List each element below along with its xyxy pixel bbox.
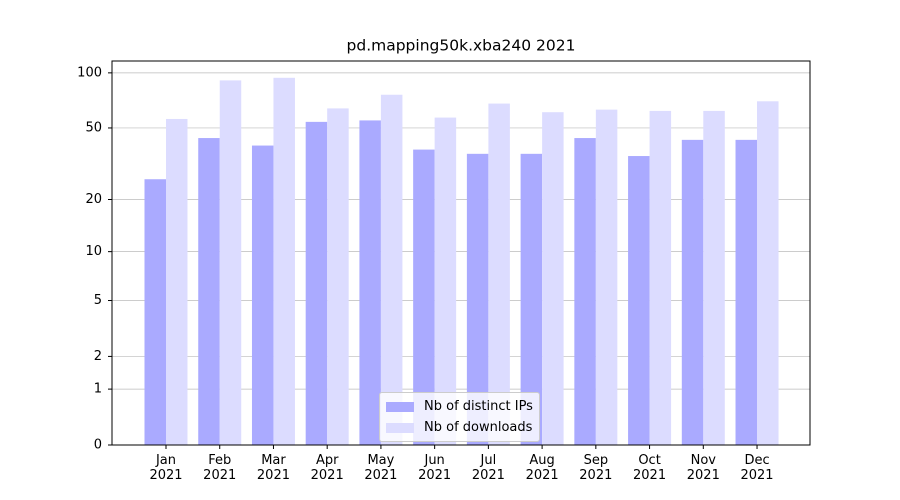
y-tick-label: 2 <box>94 349 102 364</box>
bar <box>413 149 435 445</box>
bar <box>219 80 242 446</box>
legend-label: Nb of downloads <box>424 420 533 435</box>
x-tick-label: Aug 2021 <box>525 453 559 483</box>
bars <box>144 77 779 446</box>
legend: Nb of distinct IPs Nb of downloads <box>379 392 540 442</box>
bar <box>542 112 564 445</box>
bar <box>595 109 618 446</box>
bar <box>681 139 704 445</box>
bar <box>198 138 220 445</box>
bar <box>735 139 758 445</box>
legend-swatch <box>386 401 414 412</box>
y-tick-label: 50 <box>85 120 102 135</box>
y-tick-label: 1 <box>94 382 102 397</box>
x-tick-label: May 2021 <box>364 453 398 483</box>
x-tick-label: Feb 2021 <box>203 453 237 483</box>
plot-frame <box>111 60 811 446</box>
x-tick-label: Jan 2021 <box>149 453 183 483</box>
bar <box>273 77 295 445</box>
y-tick-label: 100 <box>77 65 102 80</box>
bar <box>628 156 650 445</box>
bar <box>166 118 188 446</box>
bar <box>434 117 457 445</box>
y-tick-label: 10 <box>85 244 102 259</box>
legend-label: Nb of distinct IPs <box>424 399 533 414</box>
bar <box>488 103 510 446</box>
y-tick-label: 20 <box>85 192 102 207</box>
bar <box>757 101 779 446</box>
legend-item: Nb of distinct IPs <box>386 396 533 417</box>
bar <box>380 94 403 446</box>
legend-item: Nb of downloads <box>386 417 533 438</box>
x-tick-label: Jun 2021 <box>418 453 452 483</box>
bar <box>703 110 725 445</box>
bar <box>649 110 672 445</box>
bar <box>327 108 349 446</box>
bar <box>359 120 381 445</box>
x-tick-label: Sep 2021 <box>579 453 613 483</box>
x-tick-label: Apr 2021 <box>310 453 344 483</box>
bar <box>251 145 274 445</box>
x-tick-label: Jul 2021 <box>471 453 505 483</box>
bar <box>466 153 489 445</box>
x-tick-label: Oct 2021 <box>633 453 667 483</box>
bar <box>305 121 328 446</box>
legend-swatch <box>386 422 414 433</box>
y-tick-label: 0 <box>94 438 102 453</box>
bar <box>144 179 166 445</box>
chart-title: pd.mapping50k.xba240 2021 <box>347 37 576 55</box>
bar <box>574 138 596 445</box>
x-tick-label: Nov 2021 <box>686 453 720 483</box>
x-tick-label: Dec 2021 <box>740 453 774 483</box>
bar <box>520 153 543 445</box>
y-tick-label: 5 <box>94 293 102 308</box>
x-tick-label: Mar 2021 <box>256 453 290 483</box>
